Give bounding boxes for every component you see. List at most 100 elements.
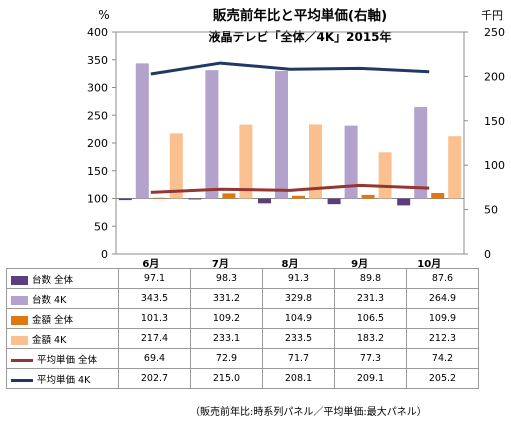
right-tick-label: 100: [484, 159, 505, 172]
table-cell: 215.0: [190, 368, 263, 389]
left-tick-label: 50: [94, 220, 108, 233]
bar-1: [258, 198, 271, 204]
bar-2: [275, 70, 288, 199]
line-series-5: [150, 183, 430, 194]
legend-key: [11, 378, 33, 382]
table-cell: 343.5: [118, 288, 191, 309]
series-name: 平均単価 4K: [37, 374, 91, 386]
table-cell: 231.3: [334, 288, 407, 309]
table-row: 金額 全体 101.3 109.2 104.9 106.5 109.9: [6, 308, 479, 329]
left-axis-unit: %: [98, 8, 109, 22]
row-header: 金額 全体: [6, 308, 119, 329]
left-tick-label: 150: [87, 165, 108, 178]
bar-1: [188, 198, 202, 200]
table-cell: 72.9: [190, 348, 263, 369]
bar-3: [431, 193, 445, 199]
table-cell: 205.2: [406, 368, 479, 389]
table-cell: 183.2: [334, 328, 407, 349]
chart-subtitle: 液晶テレビ「全体／4K」2015年: [208, 29, 391, 44]
table-cell: 109.9: [406, 308, 479, 329]
series-name: 金額 全体: [32, 314, 74, 326]
left-tick-label: 300: [87, 82, 108, 95]
table-cell: 98.3: [190, 268, 263, 289]
table-row: 金額 4K 217.4 233.1 233.5 183.2 212.3: [6, 328, 479, 349]
right-tick-label: 250: [484, 26, 505, 39]
right-tick-label: 0: [484, 248, 491, 261]
category-label: 10月: [417, 258, 441, 270]
series-name: 平均単価 全体: [37, 354, 98, 366]
table-cell: 264.9: [406, 288, 479, 309]
series-name: 台数 4K: [32, 294, 67, 306]
bar-4: [378, 152, 392, 199]
table-cell: 329.8: [262, 288, 335, 309]
legend-key: [11, 295, 28, 305]
legend-key: [11, 335, 28, 345]
table-cell: 101.3: [118, 308, 191, 329]
table-row: 平均単価 全体 69.4 72.9 71.7 77.3 74.2: [6, 348, 479, 369]
table-cell: 202.7: [118, 368, 191, 389]
bar-2: [135, 63, 149, 199]
table-cell: 233.5: [262, 328, 335, 349]
category-label: 8月: [282, 258, 299, 270]
category-label: 6月: [142, 258, 159, 270]
table-cell: 77.3: [334, 348, 407, 369]
table-row: 台数 全体 97.1 98.3 91.3 89.8 87.6: [6, 268, 479, 289]
right-tick-label: 200: [484, 70, 505, 83]
table-cell: 104.9: [262, 308, 335, 329]
plot-area: [115, 31, 465, 255]
table-cell: 233.1: [190, 328, 263, 349]
series-name: 台数 全体: [32, 274, 74, 286]
bar-1: [118, 198, 132, 201]
right-tick-label: 150: [484, 115, 505, 128]
row-header: 台数 全体: [6, 268, 119, 289]
table-cell: 89.8: [334, 268, 407, 289]
bar-1: [397, 198, 411, 206]
table-row: 台数 4K 343.5 331.2 329.8 231.3 264.9: [6, 288, 479, 309]
data-table: 台数 全体 97.1 98.3 91.3 89.8 87.6 台数 4K 343.5 331.2…: [6, 268, 479, 389]
row-header: 平均単価 4K: [6, 368, 119, 389]
series-name: 金額 4K: [32, 334, 67, 346]
table-cell: 217.4: [118, 328, 191, 349]
table-row: 平均単価 4K 202.7 215.0 208.1 209.1 205.2: [6, 368, 479, 389]
left-tick-label: 350: [87, 54, 108, 67]
source-note: （販売前年比:時系列パネル／平均単価:最大パネル）: [190, 407, 427, 418]
left-tick-label: 400: [87, 26, 108, 39]
table-cell: 209.1: [334, 368, 407, 389]
table-cell: 208.1: [262, 368, 335, 389]
bar-3: [292, 195, 305, 199]
category-label: 7月: [212, 258, 229, 270]
row-header: 金額 4K: [6, 328, 119, 349]
line-series-6: [150, 61, 430, 76]
chart: 販売前年比と平均単価(右軸) 液晶テレビ「全体／4K」2015年 % 千円 0 5…: [87, 7, 505, 270]
bar-3: [152, 197, 166, 199]
table-cell: 91.3: [262, 268, 335, 289]
left-tick-label: 100: [87, 193, 108, 206]
table-cell: 109.2: [190, 308, 263, 329]
bar-3: [361, 194, 375, 199]
left-tick-label: 0: [101, 248, 108, 261]
table-cell: 87.6: [406, 268, 479, 289]
bar-2: [414, 106, 428, 199]
bar-4: [239, 124, 253, 199]
table-cell: 97.1: [118, 268, 191, 289]
bar-1: [327, 198, 341, 205]
table-cell: 212.3: [406, 328, 479, 349]
row-header: 台数 4K: [6, 288, 119, 309]
table-cell: 106.5: [334, 308, 407, 329]
right-tick-label: 50: [484, 204, 498, 217]
left-tick-label: 250: [87, 109, 108, 122]
bar-4: [309, 124, 322, 199]
bar-4: [448, 136, 462, 199]
row-header: 平均単価 全体: [6, 348, 119, 369]
chart-title: 販売前年比と平均単価(右軸): [213, 7, 387, 24]
bar-3: [222, 193, 236, 199]
right-axis-unit: 千円: [481, 9, 503, 22]
bar-2: [205, 70, 219, 199]
bar-2: [344, 125, 358, 199]
table-cell: 74.2: [406, 348, 479, 369]
legend-key: [11, 358, 33, 362]
category-label: 9月: [351, 258, 368, 270]
table-cell: 331.2: [190, 288, 263, 309]
table-cell: 71.7: [262, 348, 335, 369]
table-cell: 69.4: [118, 348, 191, 369]
